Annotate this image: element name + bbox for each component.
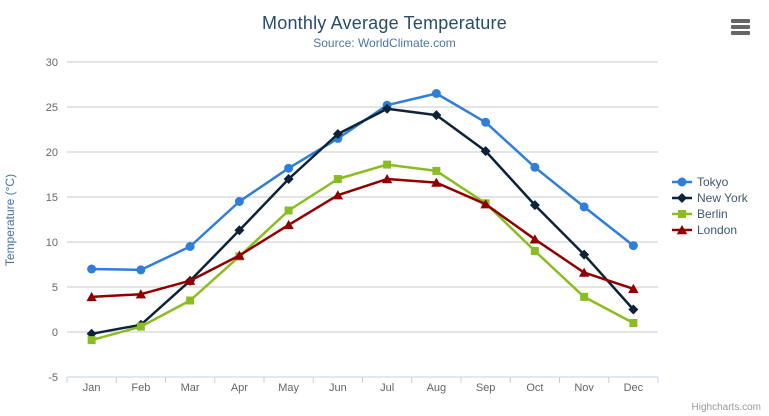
data-point-tokyo[interactable] bbox=[234, 197, 244, 206]
data-point-london[interactable] bbox=[578, 267, 590, 277]
legend-label: Berlin bbox=[697, 207, 728, 221]
legend-item-new-york[interactable]: New York bbox=[672, 190, 748, 206]
series-line-london[interactable] bbox=[90, 177, 635, 299]
data-point-berlin[interactable] bbox=[432, 166, 441, 175]
x-tick-label: Aug bbox=[427, 382, 447, 394]
hamburger-bar bbox=[731, 19, 750, 23]
legend: Tokyo New York Berlin London bbox=[672, 174, 748, 238]
hamburger-bar bbox=[731, 25, 750, 29]
data-point-london[interactable] bbox=[135, 289, 147, 299]
data-point-tokyo[interactable] bbox=[284, 163, 294, 173]
legend-item-tokyo[interactable]: Tokyo bbox=[672, 174, 748, 190]
data-point-tokyo[interactable] bbox=[136, 265, 146, 275]
legend-item-berlin[interactable]: Berlin bbox=[672, 206, 748, 222]
x-tick-label: Feb bbox=[131, 382, 150, 394]
gridlines bbox=[67, 61, 658, 378]
y-tick-label: 25 bbox=[46, 102, 58, 114]
data-point-berlin[interactable] bbox=[530, 247, 539, 255]
legend-item-london[interactable]: London bbox=[672, 222, 748, 238]
data-point-london[interactable] bbox=[86, 291, 97, 302]
square-legend-marker-icon bbox=[672, 210, 692, 218]
data-point-london[interactable] bbox=[628, 283, 639, 293]
data-point-berlin[interactable] bbox=[87, 336, 96, 345]
data-point-london[interactable] bbox=[184, 275, 196, 285]
x-tick-label: Apr bbox=[231, 382, 248, 394]
legend-label: London bbox=[697, 223, 738, 237]
x-tick-label: Nov bbox=[574, 382, 594, 394]
triangle-legend-marker-icon bbox=[672, 225, 692, 235]
hamburger-icon[interactable] bbox=[731, 19, 751, 35]
data-point-new-york[interactable] bbox=[431, 110, 442, 121]
x-tick-label: Jan bbox=[83, 382, 101, 394]
series-line-berlin[interactable] bbox=[90, 163, 635, 342]
x-tick-label: May bbox=[278, 382, 299, 394]
data-point-london[interactable] bbox=[332, 190, 344, 200]
y-tick-label: 10 bbox=[46, 237, 58, 249]
data-point-berlin[interactable] bbox=[136, 322, 145, 331]
data-point-london[interactable] bbox=[480, 199, 491, 209]
series-line-new-york[interactable] bbox=[90, 107, 635, 336]
y-axis-title: Temperature (°C) bbox=[3, 174, 17, 266]
y-tick-label: 30 bbox=[46, 57, 58, 69]
y-tick-label: 0 bbox=[52, 327, 58, 339]
data-point-tokyo[interactable] bbox=[431, 89, 441, 98]
hamburger-bar bbox=[731, 31, 750, 35]
data-point-new-york[interactable] bbox=[283, 174, 294, 184]
data-point-tokyo[interactable] bbox=[87, 264, 97, 274]
data-point-tokyo[interactable] bbox=[579, 202, 589, 212]
data-point-london[interactable] bbox=[381, 174, 393, 184]
series-line-tokyo[interactable] bbox=[90, 92, 635, 272]
data-point-tokyo[interactable] bbox=[530, 162, 540, 172]
data-point-berlin[interactable] bbox=[629, 319, 638, 327]
data-point-berlin[interactable] bbox=[580, 292, 589, 301]
chart-title: Monthly Average Temperature bbox=[262, 13, 507, 33]
data-point-berlin[interactable] bbox=[383, 160, 392, 169]
series-layer bbox=[86, 89, 639, 345]
data-point-new-york[interactable] bbox=[480, 146, 491, 157]
legend-label: Tokyo bbox=[697, 175, 729, 189]
diamond-legend-marker-icon bbox=[672, 193, 692, 203]
data-point-tokyo[interactable] bbox=[185, 242, 195, 251]
x-tick-label: Dec bbox=[624, 382, 644, 394]
data-point-tokyo[interactable] bbox=[628, 241, 638, 251]
legend-marker[interactable] bbox=[677, 177, 687, 187]
y-tick-label: 20 bbox=[46, 147, 58, 159]
data-point-london[interactable] bbox=[529, 234, 541, 244]
x-tick-label: Oct bbox=[526, 382, 543, 394]
data-point-tokyo[interactable] bbox=[481, 117, 491, 127]
data-point-berlin[interactable] bbox=[333, 175, 342, 183]
data-point-berlin[interactable] bbox=[284, 206, 293, 215]
x-tick-label: Sep bbox=[476, 382, 496, 394]
data-point-new-york[interactable] bbox=[579, 249, 590, 260]
data-point-new-york[interactable] bbox=[234, 225, 245, 236]
axes: -5 0 5 10 15 20 25 30 Jan Feb Mar Apr May Jun Jul Aug Se… bbox=[46, 57, 659, 394]
data-point-london[interactable] bbox=[431, 177, 442, 187]
data-point-new-york[interactable] bbox=[382, 103, 393, 114]
legend-marker[interactable] bbox=[676, 225, 688, 235]
data-point-berlin[interactable] bbox=[186, 296, 195, 305]
legend-label: New York bbox=[697, 191, 748, 205]
y-tick-label: 5 bbox=[52, 282, 58, 294]
data-point-new-york[interactable] bbox=[332, 129, 343, 139]
y-tick-label: -5 bbox=[48, 372, 58, 384]
credits-link[interactable]: Highcharts.com bbox=[691, 402, 761, 413]
x-tick-label: Mar bbox=[181, 382, 200, 394]
chart-subtitle: Source: WorldClimate.com bbox=[313, 36, 456, 50]
data-point-new-york[interactable] bbox=[628, 304, 639, 315]
legend-marker[interactable] bbox=[677, 193, 687, 203]
x-tick-label: Jun bbox=[329, 382, 347, 394]
x-tick-label: Jul bbox=[380, 382, 394, 394]
y-tick-label: 15 bbox=[46, 192, 58, 204]
circle-legend-marker-icon bbox=[672, 177, 692, 187]
data-point-new-york[interactable] bbox=[529, 200, 540, 211]
legend-marker[interactable] bbox=[678, 210, 686, 218]
data-point-london[interactable] bbox=[283, 219, 294, 230]
data-point-london[interactable] bbox=[234, 250, 245, 260]
